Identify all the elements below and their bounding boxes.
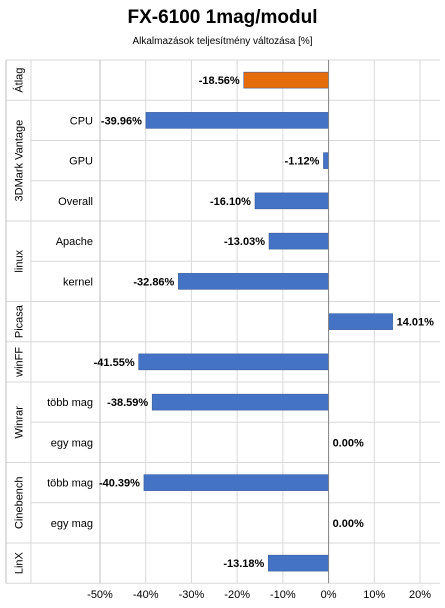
group-label: linux <box>14 249 26 272</box>
row-label: egy mag <box>51 437 93 449</box>
bar <box>323 152 329 169</box>
value-label: -40.39% <box>99 478 140 490</box>
group-label: 3DMark Vantage <box>14 120 26 202</box>
value-label: -32.86% <box>133 276 174 288</box>
row-label: több mag <box>47 478 93 490</box>
bar <box>328 313 393 330</box>
x-tick-label: -30% <box>179 589 205 601</box>
row-label: Apache <box>56 236 93 248</box>
x-tick-label: 0% <box>321 589 337 601</box>
value-label: -13.03% <box>224 236 265 248</box>
row-label: GPU <box>69 156 93 168</box>
group-label: Cinebench <box>14 476 26 529</box>
group-label: Picasa <box>14 304 26 338</box>
bar <box>268 554 329 572</box>
bar <box>138 353 329 371</box>
group-label: winFF <box>14 347 26 378</box>
value-label: 14.01% <box>397 317 435 329</box>
chart-subtitle: Alkalmazások teljesítmény változása [%] <box>132 36 313 47</box>
x-tick-label: -40% <box>133 589 159 601</box>
bar <box>178 273 329 290</box>
row-label: kernel <box>63 276 93 288</box>
value-label: -16.10% <box>210 196 251 208</box>
bar <box>143 474 329 491</box>
x-tick-label: -50% <box>87 589 113 601</box>
bar <box>243 71 329 89</box>
value-label: -1.12% <box>285 156 320 168</box>
value-label: -18.56% <box>199 75 240 87</box>
group-label: Winrar <box>14 406 26 439</box>
bar <box>254 192 329 210</box>
bar <box>145 112 329 129</box>
chart-title: FX-6100 1mag/modul <box>127 7 318 28</box>
bar <box>268 232 329 250</box>
value-label: -39.96% <box>101 115 142 127</box>
row-label: több mag <box>47 397 93 409</box>
x-tick-label: 10% <box>363 589 385 601</box>
bar <box>151 393 329 411</box>
group-label: Átlag <box>13 68 26 93</box>
row-label: egy mag <box>51 518 93 530</box>
x-tick-label: -10% <box>270 589 296 601</box>
value-label: -41.55% <box>94 357 135 369</box>
value-label: 0.00% <box>333 437 364 449</box>
x-tick-label: 20% <box>409 589 431 601</box>
row-label: Overall <box>58 196 93 208</box>
value-label: 0.00% <box>333 518 364 530</box>
row-label: CPU <box>70 115 93 127</box>
value-label: -38.59% <box>107 397 148 409</box>
value-label: -13.18% <box>223 558 264 570</box>
group-label: LinX <box>14 551 26 574</box>
x-tick-label: -20% <box>224 589 250 601</box>
